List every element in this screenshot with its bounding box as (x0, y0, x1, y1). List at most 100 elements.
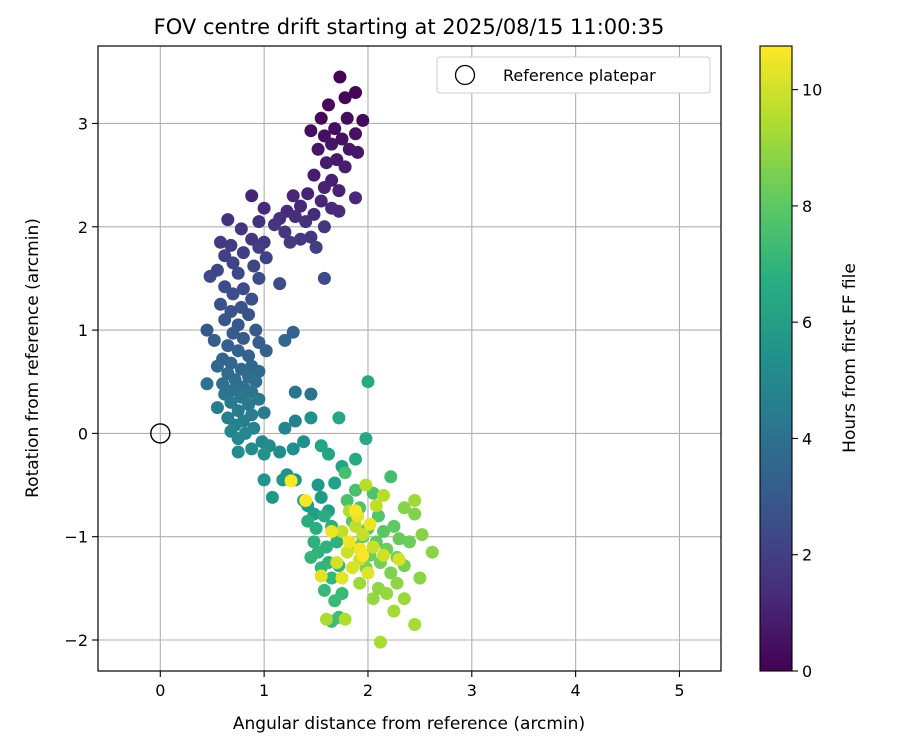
legend-entry-reference: Reference platepar (503, 66, 656, 85)
data-point (413, 571, 427, 585)
data-point (338, 612, 352, 626)
data-point (299, 215, 313, 229)
data-point (335, 571, 349, 585)
data-point (224, 238, 238, 252)
data-point (408, 494, 422, 507)
data-point (224, 356, 238, 370)
data-point (338, 91, 352, 105)
data-point (307, 168, 321, 182)
data-point (361, 566, 375, 580)
y-axis-ticks: −2 −1 0 1 2 3 (64, 114, 98, 650)
data-point (425, 545, 439, 559)
data-point (231, 344, 245, 358)
data-point (309, 240, 323, 254)
data-point (311, 142, 325, 156)
data-point (328, 594, 342, 608)
data-point (286, 442, 300, 456)
data-point (387, 519, 401, 533)
data-point (340, 494, 354, 507)
data-point (284, 474, 298, 488)
colorbar-frame (759, 45, 793, 672)
data-point (288, 414, 302, 428)
data-point (304, 124, 318, 138)
data-point (259, 251, 273, 265)
data-point (200, 377, 214, 391)
data-point (304, 550, 318, 564)
data-point (304, 411, 318, 425)
data-point (351, 145, 365, 159)
colorbar-tick-label: 2 (802, 546, 812, 565)
y-tick-label: 3 (78, 114, 88, 133)
data-point (278, 225, 292, 239)
data-point (345, 561, 359, 575)
data-point (317, 583, 331, 597)
data-point (278, 421, 292, 435)
data-point (353, 576, 367, 590)
colorbar-tick-label: 8 (802, 197, 812, 216)
data-point (330, 535, 344, 549)
data-point (236, 246, 250, 260)
data-point (408, 618, 422, 631)
y-tick-label: 2 (78, 218, 88, 237)
colorbar-tick-label: 10 (802, 81, 822, 100)
data-point (392, 532, 406, 546)
data-point (226, 287, 240, 301)
data-point (387, 604, 401, 618)
data-point (377, 548, 390, 562)
data-point (245, 442, 259, 456)
data-point (200, 323, 214, 337)
data-point (317, 509, 331, 523)
data-point (221, 213, 235, 227)
data-point (356, 113, 370, 127)
x-axis-ticks: 0 1 2 3 4 5 (155, 671, 685, 700)
y-tick-label: 1 (78, 321, 88, 340)
data-point (340, 545, 354, 559)
data-point (332, 411, 346, 425)
data-point (249, 323, 263, 337)
data-point (252, 392, 266, 406)
data-point (226, 326, 240, 340)
data-point (231, 432, 245, 446)
y-tick-label: −2 (64, 631, 88, 650)
data-point (299, 494, 313, 507)
data-point (335, 525, 349, 538)
data-point (259, 344, 273, 358)
data-point (268, 218, 281, 232)
data-point (301, 187, 315, 201)
data-point (252, 364, 266, 378)
data-point (349, 504, 362, 518)
data-point (203, 269, 217, 283)
data-point (384, 566, 398, 580)
data-point (242, 308, 256, 322)
data-point (373, 635, 387, 649)
data-point (314, 490, 328, 504)
data-point (380, 587, 394, 600)
data-point (390, 576, 404, 590)
data-point (242, 398, 256, 411)
data-point (231, 404, 245, 418)
x-axis-label: Angular distance from reference (arcmin) (233, 714, 585, 734)
data-point (314, 194, 328, 208)
data-point (257, 473, 271, 487)
data-point (392, 552, 406, 566)
colorbar-gradient (760, 46, 792, 671)
data-point (369, 499, 383, 513)
plot-frame (97, 45, 722, 672)
data-point (207, 333, 221, 347)
data-point (342, 535, 356, 549)
x-tick-label: 5 (674, 681, 684, 700)
data-point (349, 127, 362, 141)
data-point (249, 375, 263, 389)
data-point (377, 488, 390, 502)
data-point (415, 528, 429, 542)
data-point (247, 259, 261, 273)
data-point (257, 201, 271, 215)
data-point (214, 297, 227, 311)
data-point (288, 210, 302, 223)
data-point (309, 521, 323, 535)
plot-background (98, 46, 721, 671)
data-point (366, 592, 380, 606)
data-point (408, 507, 422, 521)
data-point (397, 501, 411, 515)
